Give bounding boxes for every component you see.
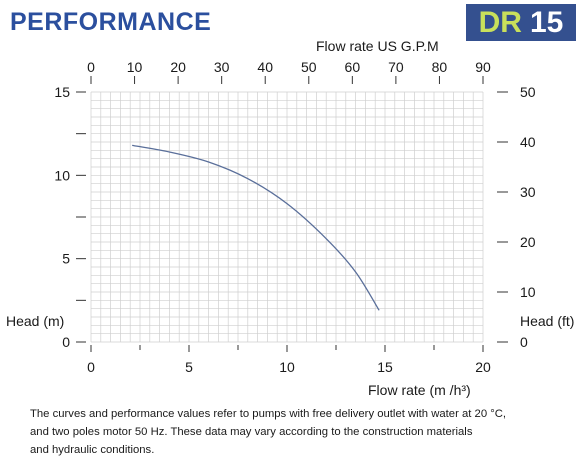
pump-curve [132, 144, 380, 311]
x-tick-label: 0 [87, 359, 95, 375]
y-tick-label: 15 [54, 84, 70, 100]
x2-tick-label: 0 [87, 59, 95, 75]
y2-tick-label: 20 [520, 234, 536, 250]
y-tick-label: 10 [54, 167, 70, 183]
x2-tick-label: 10 [127, 59, 143, 75]
x-secondary-axis-label: Flow rate US G.P.M [316, 38, 439, 54]
x-tick-label: 15 [377, 359, 393, 375]
y-tick-label: 0 [62, 334, 70, 350]
x-primary-axis-label: Flow rate (m /h³) [368, 382, 471, 398]
page-title: PERFORMANCE [10, 8, 212, 36]
model-prefix: DR [478, 5, 522, 39]
x2-tick-label: 30 [214, 59, 230, 75]
chart-series [132, 144, 380, 311]
y-secondary-axis-label: Head (ft) [520, 313, 574, 329]
y2-tick-label: 30 [520, 184, 536, 200]
y2-tick-label: 0 [520, 334, 528, 350]
footnote-line: and hydraulic conditions. [30, 444, 155, 456]
x-tick-label: 5 [185, 359, 193, 375]
x2-tick-label: 20 [170, 59, 186, 75]
x2-tick-label: 80 [432, 59, 448, 75]
x2-tick-label: 70 [388, 59, 404, 75]
performance-chart: 0 5 10 15 20 0 10 20 30 40 50 60 70 80 90 0 5 10 15 0 10 20 30… [6, 38, 574, 398]
x-tick-label: 20 [475, 359, 491, 375]
x2-tick-label: 90 [475, 59, 491, 75]
chart-axes: 0 5 10 15 20 0 10 20 30 40 50 60 70 80 90 0 5 10 15 0 10 20 30… [54, 59, 535, 375]
footnote-line: The curves and performance values refer … [30, 408, 507, 420]
chart-grid [90, 91, 484, 343]
footnote-line: and two poles motor 50 Hz. These data ma… [30, 426, 473, 438]
model-number: 15 [529, 5, 564, 39]
y2-tick-label: 40 [520, 134, 536, 150]
x-tick-label: 10 [279, 359, 295, 375]
y-tick-label: 5 [62, 251, 70, 267]
y-primary-axis-label: Head (m) [6, 313, 64, 329]
y2-tick-label: 10 [520, 284, 536, 300]
model-badge: DR 15 [466, 4, 576, 41]
x2-tick-label: 60 [345, 59, 361, 75]
y2-tick-label: 50 [520, 84, 536, 100]
x2-tick-label: 40 [257, 59, 273, 75]
footnote: The curves and performance values refer … [30, 405, 570, 459]
x2-tick-label: 50 [301, 59, 317, 75]
